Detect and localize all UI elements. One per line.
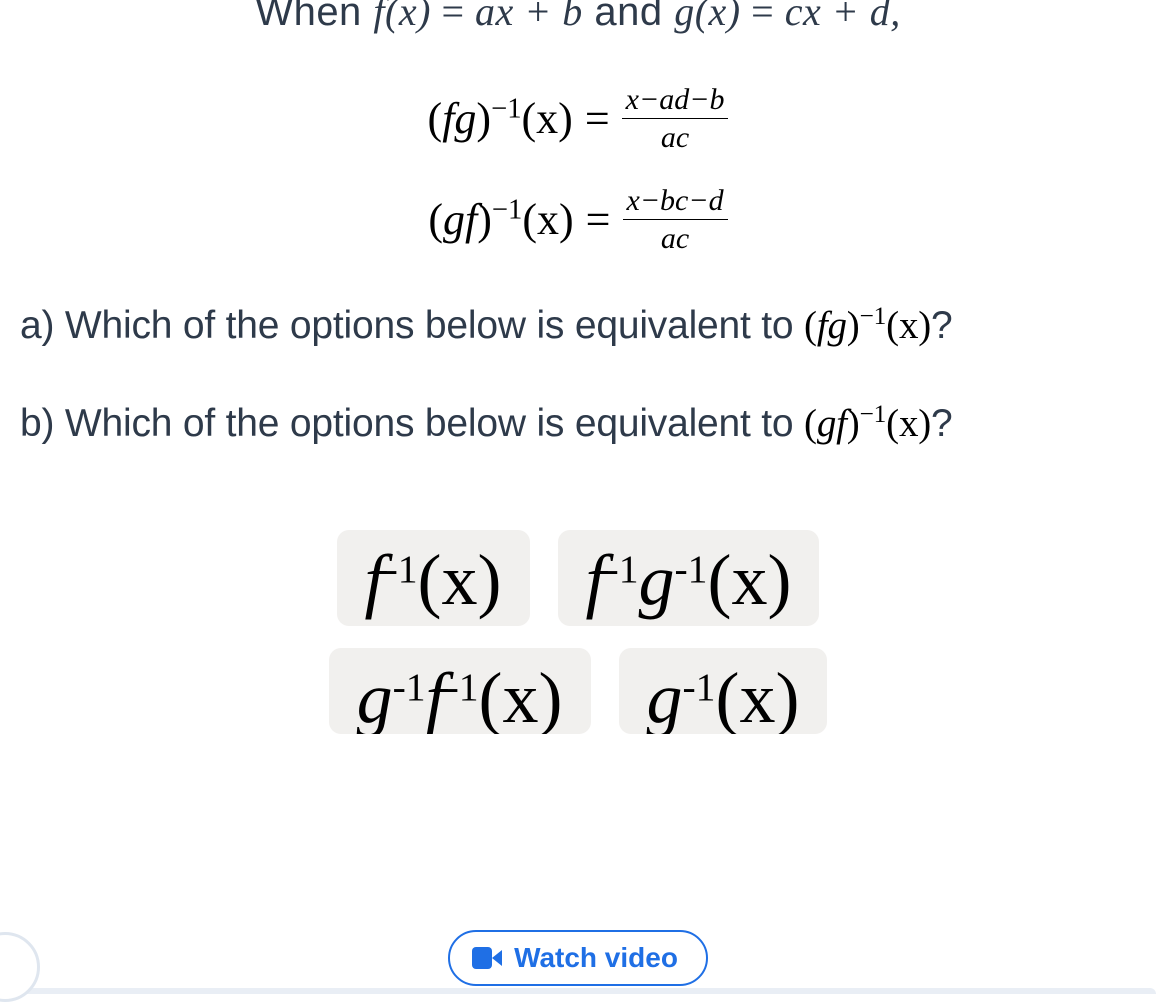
video-icon (472, 947, 502, 969)
o2-s1: -1 (606, 548, 639, 592)
intro-f-rhs: ax + b (475, 0, 583, 34)
o4-p1: g (647, 658, 683, 734)
eq2-gf: gf (443, 195, 477, 244)
option-f-inverse[interactable]: f-1(x) (337, 530, 530, 626)
question-b: b) Which of the options below is equival… (20, 397, 1136, 451)
eq2-fraction: x−bc−d ac (623, 184, 728, 255)
o4-arg: (x) (715, 658, 799, 734)
qb-sup: −1 (860, 400, 887, 428)
o2-s2: -1 (675, 548, 708, 592)
o3-s2: -1 (446, 666, 479, 710)
bottom-edge (0, 988, 1156, 994)
o2-p1: f (586, 540, 606, 620)
watch-video-label: Watch video (514, 942, 678, 974)
watch-video-button[interactable]: Watch video (448, 930, 708, 986)
intro-f-lhs: f(x) (373, 0, 431, 34)
qb-tail: ? (931, 402, 953, 445)
eq2-lparen: ( (428, 195, 443, 244)
o3-arg: (x) (479, 658, 563, 734)
o3-s1: -1 (393, 666, 426, 710)
eq1-den: ac (622, 118, 729, 154)
intro-line: When f(x) = ax + b and g(x) = cx + d, (20, 0, 1136, 35)
eq1-rparen: ) (476, 94, 491, 143)
intro-prefix: When (255, 0, 373, 34)
intro-eq1: = (431, 0, 475, 34)
option-g-inverse[interactable]: g-1(x) (619, 648, 828, 734)
eq1-sup: −1 (491, 93, 521, 124)
o1-s1: -1 (385, 548, 418, 592)
o3-p2: f (426, 658, 446, 734)
qa-text: a) Which of the options below is equival… (20, 304, 804, 347)
intro-g-lhs: g(x) (674, 0, 740, 34)
eq2-equals: = (586, 194, 611, 245)
equation-1: (fg)−1(x) = x−ad−b ac (20, 83, 1136, 154)
intro-eq2: = (741, 0, 785, 34)
o4-s1: -1 (683, 666, 716, 710)
option-f-inverse-g-inverse[interactable]: f-1g-1(x) (558, 530, 820, 626)
qb-text: b) Which of the options below is equival… (20, 402, 804, 445)
eq2-arg: (x) (522, 195, 573, 244)
eq1-fg: fg (442, 94, 476, 143)
qa-arg: (x) (886, 304, 931, 347)
eq1-num: x−ad−b (622, 83, 729, 118)
qb-arg: (x) (886, 402, 931, 445)
eq1-arg: (x) (522, 94, 573, 143)
qa-tail: ? (931, 304, 953, 347)
intro-g-rhs: cx + d, (785, 0, 901, 34)
question-a: a) Which of the options below is equival… (20, 299, 1136, 353)
eq1-fraction: x−ad−b ac (622, 83, 729, 154)
options-grid: f-1(x) f-1g-1(x) g-1f-1(x) g-1(x) (20, 530, 1136, 734)
o3-p1: g (357, 658, 393, 734)
qa-sup: −1 (860, 302, 887, 330)
eq2-den: ac (623, 219, 728, 255)
eq2-rparen: ) (477, 195, 492, 244)
equation-2: (gf)−1(x) = x−bc−d ac (20, 184, 1136, 255)
eq1-equals: = (585, 93, 610, 144)
eq2-num: x−bc−d (623, 184, 728, 219)
equations-block: (fg)−1(x) = x−ad−b ac (gf)−1(x) = x−bc−d… (20, 83, 1136, 255)
eq1-lparen: ( (428, 94, 443, 143)
o2-arg: (x) (707, 540, 791, 620)
option-g-inverse-f-inverse[interactable]: g-1f-1(x) (329, 648, 591, 734)
o2-p2: g (639, 540, 675, 620)
o1-p1: f (365, 540, 385, 620)
eq2-sup: −1 (492, 194, 522, 225)
intro-and: and (583, 0, 674, 34)
o1-arg: (x) (418, 540, 502, 620)
